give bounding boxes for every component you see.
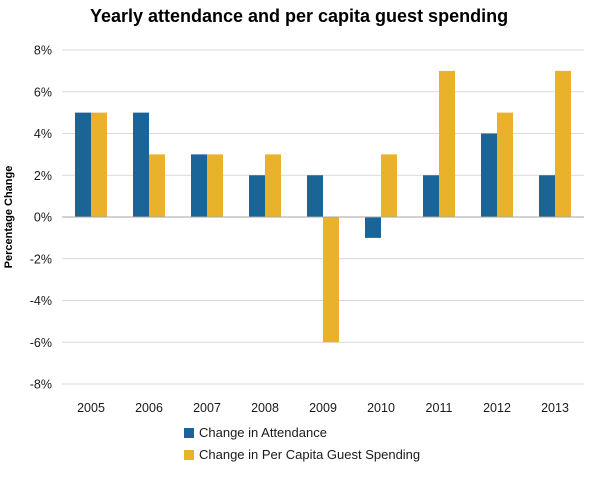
legend-label: Change in Per Capita Guest Spending	[199, 447, 420, 462]
bar-spending	[323, 217, 339, 343]
bar-spending	[207, 154, 223, 217]
bar-attendance	[75, 112, 91, 217]
x-tick-label: 2012	[483, 401, 511, 415]
bar-attendance	[307, 175, 323, 217]
axes: 8% 6% 4% 2% 0% -2% -4% -6% -8% 2005 2006 2007 2008 20…	[30, 44, 584, 415]
bar-attendance	[481, 133, 497, 217]
y-tick-label: 2%	[34, 169, 52, 183]
y-tick-label: 0%	[34, 211, 52, 225]
y-tick-label: -4%	[30, 294, 52, 308]
bar-spending	[555, 70, 571, 217]
x-tick-label: 2011	[426, 401, 453, 415]
legend: Change in Attendance Change in Per Capita…	[184, 425, 420, 462]
bar-spending	[497, 112, 513, 217]
legend-swatch	[184, 450, 194, 460]
bar-attendance	[133, 112, 149, 217]
bar-spending	[149, 154, 165, 217]
y-tick-label: -6%	[30, 336, 52, 350]
y-tick-label: -8%	[30, 378, 52, 392]
bar-attendance	[249, 175, 265, 217]
bar-attendance	[365, 217, 381, 238]
y-tick-label: -2%	[30, 252, 52, 266]
legend-swatch	[184, 428, 194, 438]
x-tick-label: 2005	[77, 401, 105, 415]
x-tick-label: 2013	[541, 401, 569, 415]
x-tick-label: 2007	[193, 401, 221, 415]
bar-spending	[381, 154, 397, 217]
bar-attendance	[539, 175, 555, 217]
bar-attendance	[423, 175, 439, 217]
x-tick-label: 2006	[135, 401, 163, 415]
bar-attendance	[191, 154, 207, 217]
bar-spending	[91, 112, 107, 217]
y-tick-label: 8%	[34, 44, 52, 58]
bars	[75, 70, 571, 343]
y-axis-label: Percentage Change	[3, 166, 15, 269]
legend-label: Change in Attendance	[199, 425, 327, 440]
bar-spending	[265, 154, 281, 217]
y-tick-label: 6%	[34, 85, 52, 99]
bar-spending	[439, 70, 455, 217]
chart-title: Yearly attendance and per capita guest s…	[89, 6, 509, 26]
x-tick-label: 2010	[367, 401, 395, 415]
y-tick-label: 4%	[34, 127, 52, 141]
x-tick-label: 2009	[309, 401, 337, 415]
x-tick-label: 2008	[251, 401, 279, 415]
